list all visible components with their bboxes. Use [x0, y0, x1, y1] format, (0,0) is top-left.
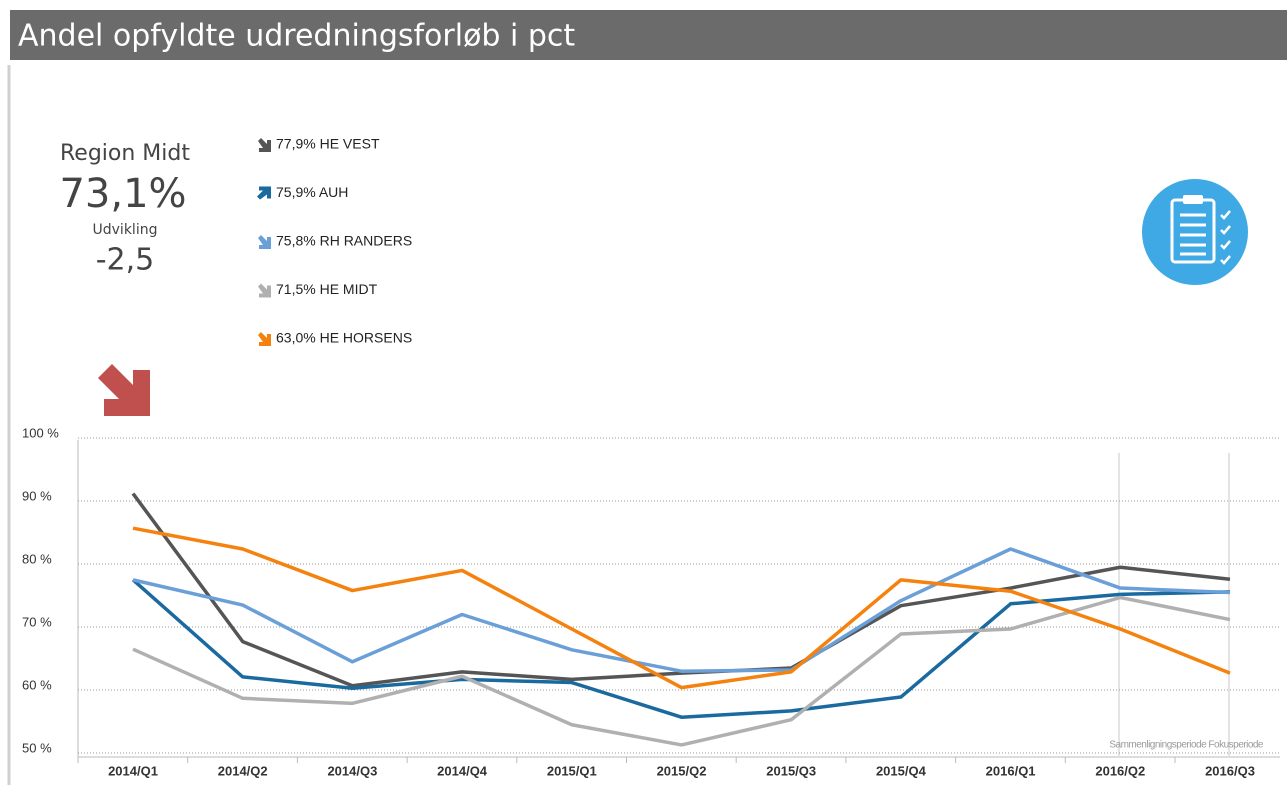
- y-tick-label: 70 %: [22, 614, 52, 629]
- y-tick-label: 100 %: [22, 425, 59, 440]
- legend-label: 77,9% HE VEST: [276, 136, 380, 152]
- legend-label: 63,0% HE HORSENS: [276, 330, 412, 346]
- legend-label: 75,8% RH RANDERS: [276, 233, 412, 249]
- series-line: [131, 578, 1231, 719]
- x-tick-label: 2015/Q4: [876, 763, 927, 778]
- legend-arrow-shape: [258, 138, 271, 152]
- title: Andel opfyldte udredningsforløb i pct: [18, 19, 575, 54]
- x-tick-label: 2015/Q3: [766, 763, 816, 778]
- legend-arrow: [258, 283, 271, 298]
- series-line: [132, 526, 1231, 690]
- legend-arrow-shape: [258, 235, 271, 249]
- x-tick-label: 2014/Q1: [108, 763, 158, 778]
- region-value: 73,1%: [59, 171, 186, 217]
- y-tick-label: 80 %: [22, 551, 52, 566]
- title-bar: [10, 10, 1287, 60]
- legend-arrow-shape: [258, 332, 271, 346]
- trend-arrow: [98, 364, 150, 416]
- legend-arrow-shape: [258, 283, 271, 298]
- legend-arrow: [258, 138, 271, 152]
- y-tick-label: 90 %: [22, 488, 52, 503]
- period-annotation: Sammenligningsperiode Fokusperiode: [1109, 740, 1264, 751]
- legend-arrow: [258, 235, 271, 249]
- x-tick-label: 2015/Q2: [657, 763, 707, 778]
- x-tick-label: 2014/Q4: [437, 763, 488, 778]
- legend-label: 75,9% AUH: [276, 184, 348, 200]
- x-tick-label: 2016/Q1: [986, 763, 1036, 778]
- x-tick-label: 2016/Q3: [1205, 763, 1255, 778]
- y-tick-label: 50 %: [22, 740, 52, 755]
- legend-arrow: [257, 186, 271, 200]
- x-tick-label: 2014/Q3: [327, 763, 377, 778]
- x-tick-label: 2016/Q2: [1095, 763, 1145, 778]
- x-tick-label: 2014/Q2: [218, 763, 268, 778]
- series-line: [131, 492, 1231, 688]
- series-line: [132, 595, 1231, 747]
- change-label: Udvikling: [93, 222, 158, 238]
- region-name: Region Midt: [60, 141, 190, 166]
- report-icon: [1142, 179, 1248, 285]
- change-value: -2,5: [96, 243, 155, 278]
- legend-arrow: [258, 332, 271, 346]
- series-line: [132, 547, 1231, 673]
- x-tick-label: 2015/Q1: [547, 763, 597, 778]
- legend-label: 71,5% HE MIDT: [276, 281, 378, 297]
- y-tick-label: 60 %: [22, 677, 52, 692]
- legend-arrow-shape: [257, 186, 271, 200]
